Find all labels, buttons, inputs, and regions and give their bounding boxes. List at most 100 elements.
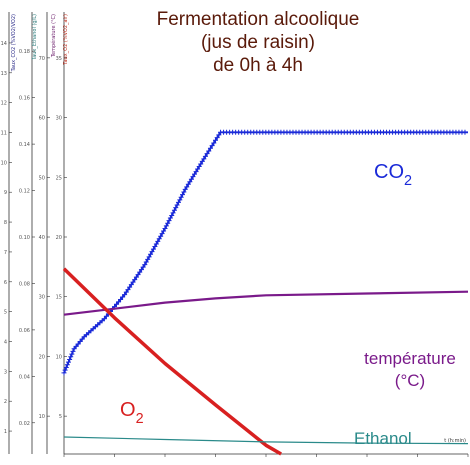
y-tick-label: 1 [4, 429, 7, 435]
y-tick-label: 60 [39, 116, 45, 122]
series-point [67, 356, 73, 362]
series-point [135, 272, 141, 278]
series-point [123, 289, 129, 295]
y-tick-label: 10 [39, 414, 45, 420]
series-point [175, 199, 181, 205]
series-point [140, 264, 146, 270]
y-tick-label: 0.16 [19, 96, 30, 102]
series-point [149, 249, 155, 255]
series-point [462, 129, 468, 135]
series-point [138, 267, 144, 273]
series-point [171, 207, 177, 213]
series-point [63, 364, 69, 370]
series-point [213, 137, 218, 143]
title-line: (jus de raisin) [201, 32, 315, 53]
series-point [174, 202, 180, 208]
data-series [61, 129, 469, 456]
y-tick-label: 8 [4, 220, 7, 226]
y-axis-title: Taux_O2 (%VO2_air) [63, 14, 69, 66]
series-point [153, 241, 159, 247]
series-point [65, 359, 71, 365]
series-point [188, 176, 194, 182]
series-point [148, 251, 154, 257]
y-tick-label: 4 [4, 340, 7, 346]
series-point [61, 370, 67, 376]
y-axis-title: Taux_Ethanol (g/L) [32, 14, 38, 61]
y-tick-label: 14 [1, 41, 7, 47]
series-point [142, 262, 148, 268]
y-tick-label: 7 [4, 250, 7, 256]
series-point [196, 163, 202, 169]
y-tick-label: 6 [4, 280, 7, 286]
series-point [198, 161, 204, 167]
series-point [201, 156, 207, 162]
series-point [146, 254, 152, 260]
series-point [193, 169, 199, 175]
series-label: Ethanol [354, 429, 412, 448]
y-axis-title: Taux_CO2 (%VO2/VO2) [11, 14, 17, 72]
series-point [178, 194, 184, 200]
y-tick-label: 5 [4, 310, 7, 316]
series-point [165, 220, 171, 226]
series-point [214, 135, 220, 141]
series-point [209, 143, 215, 149]
y-tick-label: 50 [39, 175, 45, 181]
series-label: température [364, 349, 456, 368]
series-point [128, 282, 134, 288]
series-point [70, 348, 76, 354]
series-point [64, 362, 70, 368]
series-point [152, 244, 158, 250]
y-tick-label: 0.06 [19, 328, 30, 334]
series-point [192, 171, 198, 177]
series-label: O2 [120, 399, 144, 427]
title-line: Fermentation alcoolique [157, 9, 360, 30]
y-tick-label: 25 [56, 175, 62, 181]
series-point [161, 228, 167, 234]
series-point [62, 367, 68, 373]
series-point [170, 210, 176, 216]
y-tick-label: 0.02 [19, 421, 30, 427]
series-point [137, 269, 143, 275]
y-tick-label: 10 [1, 160, 7, 166]
chart-title: Fermentation alcoolique(jus de raisin)de… [157, 9, 360, 76]
y-tick-label: 12 [1, 101, 7, 107]
series-point [182, 186, 188, 192]
y-tick-label: 10 [56, 354, 62, 360]
series-point [132, 277, 138, 283]
series-point [150, 246, 156, 252]
series-point [180, 192, 186, 198]
y-tick-label: 70 [39, 56, 45, 62]
series-line [63, 131, 468, 374]
y-tick-label: 3 [4, 369, 7, 375]
series-point [162, 225, 168, 231]
series-point [159, 231, 165, 237]
series-point [68, 354, 74, 360]
series-point [190, 174, 196, 180]
y-axis-title: Température (°C) [50, 14, 57, 58]
y-tick-label: 30 [39, 295, 45, 301]
series-point [185, 181, 191, 187]
series-point [211, 140, 217, 146]
series-point [169, 212, 175, 218]
y-tick-label: 35 [56, 56, 62, 62]
y-tick-label: 15 [56, 295, 62, 301]
x-axis-title: t (h:min) [444, 438, 466, 444]
series-line [62, 267, 282, 456]
series-point [166, 218, 172, 224]
y-tick-label: 20 [39, 354, 45, 360]
y-tick-label: 0.12 [19, 189, 30, 195]
series-point [122, 292, 128, 298]
series-point [199, 158, 205, 164]
series-point [181, 189, 187, 195]
y-tick-label: 40 [39, 235, 45, 241]
y-tick-label: 0.18 [19, 49, 30, 55]
y-tick-label: 2 [4, 399, 7, 405]
series-point [156, 236, 162, 242]
series-point [167, 215, 173, 221]
series-point [158, 233, 164, 239]
series-label: CO2 [374, 161, 412, 189]
series-point [130, 279, 136, 285]
series-point [145, 256, 151, 262]
y-tick-label: 5 [59, 414, 62, 420]
